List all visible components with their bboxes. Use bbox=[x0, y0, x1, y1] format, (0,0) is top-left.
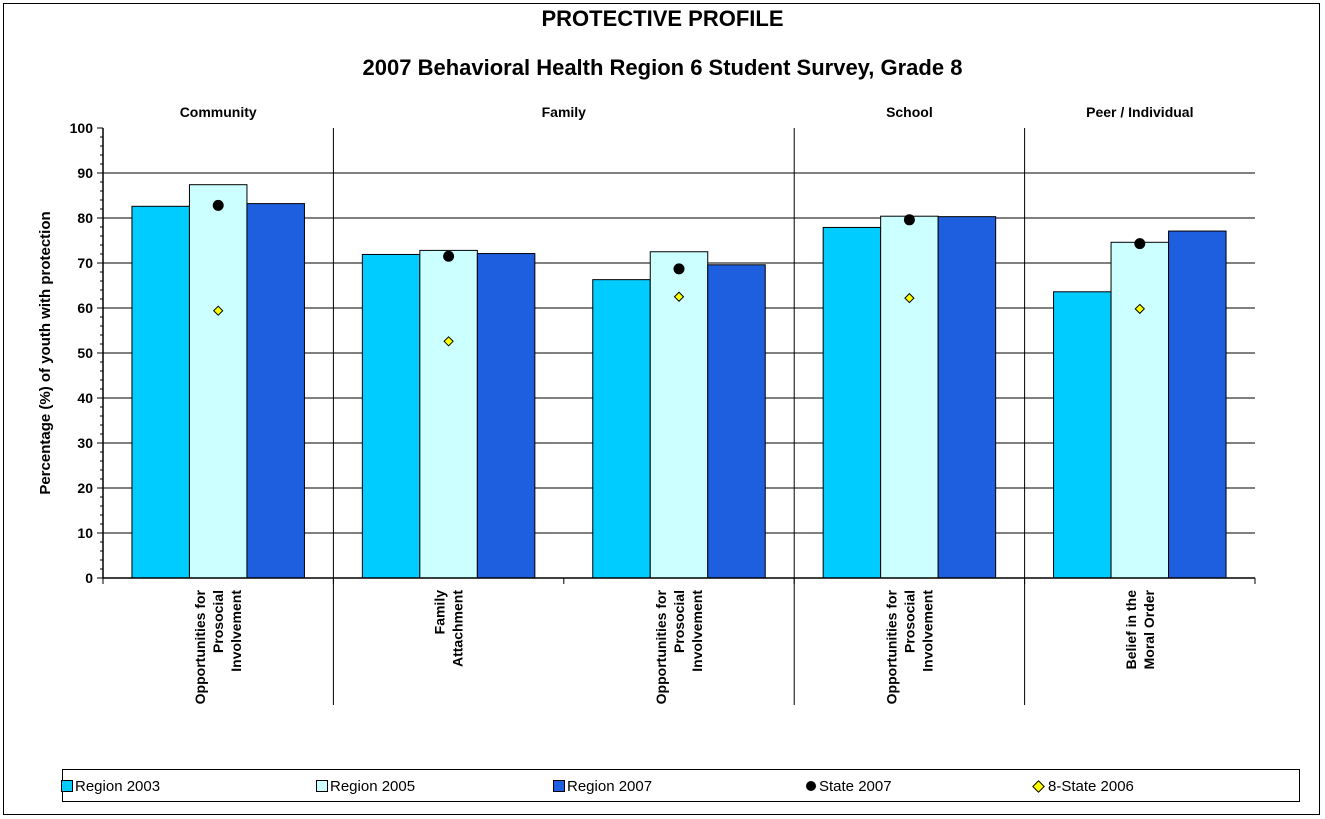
legend-label: State 2007 bbox=[819, 777, 892, 795]
legend-swatch bbox=[316, 780, 328, 792]
legend-diamond-marker bbox=[1032, 779, 1045, 793]
legend-item: 8-State 2006 bbox=[1031, 776, 1134, 796]
legend-item: Region 2005 bbox=[316, 776, 415, 796]
legend-swatch bbox=[553, 780, 565, 792]
legend-swatch bbox=[61, 780, 73, 792]
chart-frame bbox=[3, 3, 1320, 815]
legend-label: 8-State 2006 bbox=[1048, 777, 1134, 795]
chart-title: PROTECTIVE PROFILE bbox=[541, 6, 784, 31]
legend-label: Region 2007 bbox=[567, 777, 653, 795]
chart-subtitle: 2007 Behavioral Health Region 6 Student … bbox=[362, 55, 963, 80]
legend-item: State 2007 bbox=[806, 776, 892, 796]
legend-item: Region 2003 bbox=[61, 776, 160, 796]
legend-item: Region 2007 bbox=[553, 776, 652, 796]
legend-circle-marker bbox=[806, 781, 816, 791]
legend-label: Region 2005 bbox=[330, 777, 416, 795]
chart-legend: Region 2003 Region 2005 Region 2007 State 2… bbox=[61, 769, 1300, 802]
legend-label: Region 2003 bbox=[75, 777, 161, 795]
